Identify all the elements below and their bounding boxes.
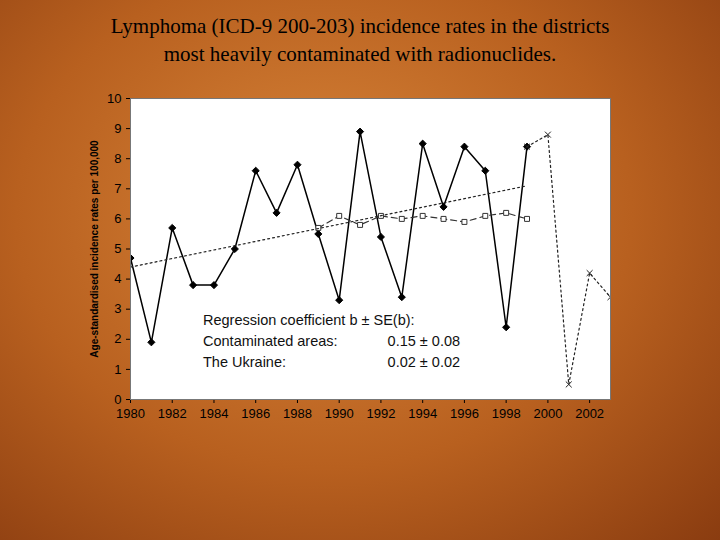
svg-text:5: 5 — [114, 241, 121, 256]
svg-text:1986: 1986 — [241, 406, 270, 421]
svg-text:0: 0 — [114, 392, 121, 407]
svg-text:9: 9 — [114, 121, 121, 136]
svg-text:8: 8 — [114, 151, 121, 166]
svg-text:1984: 1984 — [200, 406, 229, 421]
svg-text:1980: 1980 — [116, 406, 145, 421]
svg-text:2000: 2000 — [533, 406, 562, 421]
svg-text:1998: 1998 — [492, 406, 521, 421]
svg-text:1: 1 — [114, 362, 121, 377]
svg-text:10: 10 — [107, 91, 121, 106]
html-text:Lymphoma (ICD-9 200-203) incid: Lymphoma (ICD-9 200-203) incidence rates… — [110, 14, 610, 38]
svg-text:6: 6 — [114, 211, 121, 226]
svg-text:2: 2 — [114, 331, 121, 346]
svg-text:1996: 1996 — [450, 406, 479, 421]
svg-text:1992: 1992 — [366, 406, 395, 421]
svg-text:2002: 2002 — [575, 406, 604, 421]
svg-text:Age-standardised incidence rat: Age-standardised incidence rates per 100… — [89, 140, 100, 358]
svg-text:1982: 1982 — [158, 406, 187, 421]
html-text:Regression coefficient b ± SE(: Regression coefficient b ± SE(b): — [203, 312, 415, 328]
svg-text:1990: 1990 — [325, 406, 354, 421]
html-text:The Ukraine:: The Ukraine: — [203, 354, 286, 370]
svg-text:1994: 1994 — [408, 406, 437, 421]
svg-text:3: 3 — [114, 301, 121, 316]
html-text:0.02 ± 0.02: 0.02 ± 0.02 — [387, 354, 461, 370]
html-text:most heavily contaminated with: most heavily contaminated with radionucl… — [163, 42, 557, 66]
html-text:Contaminated areas:: Contaminated areas: — [203, 333, 338, 349]
svg-text:4: 4 — [114, 271, 121, 286]
svg-text:7: 7 — [114, 181, 121, 196]
html-text:0.15 ± 0.08: 0.15 ± 0.08 — [387, 333, 461, 349]
svg-text:1988: 1988 — [283, 406, 312, 421]
